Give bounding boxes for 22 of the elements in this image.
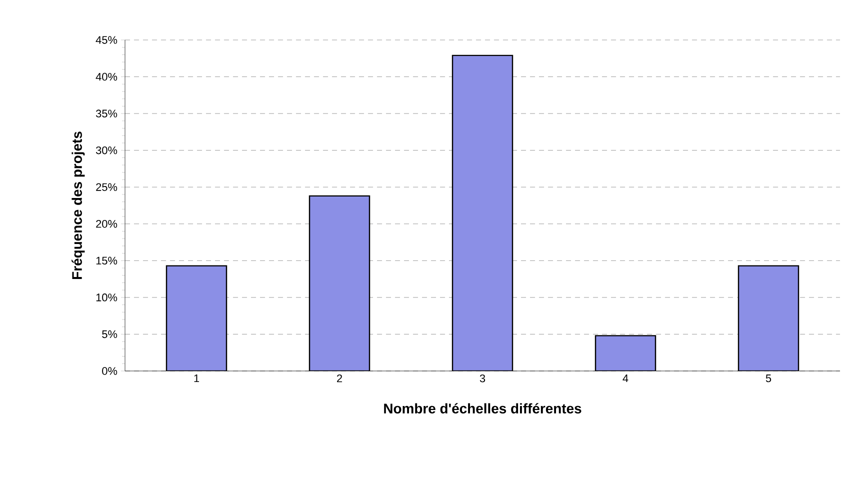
y-tick-label: 15% (96, 256, 118, 265)
y-tick-label: 35% (96, 110, 118, 118)
x-tick-label: 2 (337, 374, 342, 382)
bar (166, 265, 228, 371)
y-tick-label: 10% (96, 294, 118, 302)
y-tick-label: 0% (102, 367, 118, 375)
y-tick-label: 45% (96, 36, 118, 44)
bar (308, 195, 370, 371)
x-tick-label: 4 (622, 374, 628, 382)
bar (738, 265, 800, 371)
y-tick-label: 25% (96, 183, 118, 191)
y-axis-title: Fréquence des projets (72, 132, 85, 279)
x-tick-label: 1 (194, 374, 200, 382)
y-tick-label: 40% (96, 72, 118, 81)
y-tick-label: 30% (96, 146, 118, 154)
y-tick-label: 20% (96, 220, 118, 228)
x-tick-label: 3 (480, 374, 486, 382)
x-tick-label: 5 (766, 374, 772, 382)
y-tick-label: 5% (102, 330, 118, 338)
x-axis-title: Nombre d'échelles différentes (384, 403, 582, 414)
bar (594, 335, 656, 371)
bar (452, 54, 514, 371)
